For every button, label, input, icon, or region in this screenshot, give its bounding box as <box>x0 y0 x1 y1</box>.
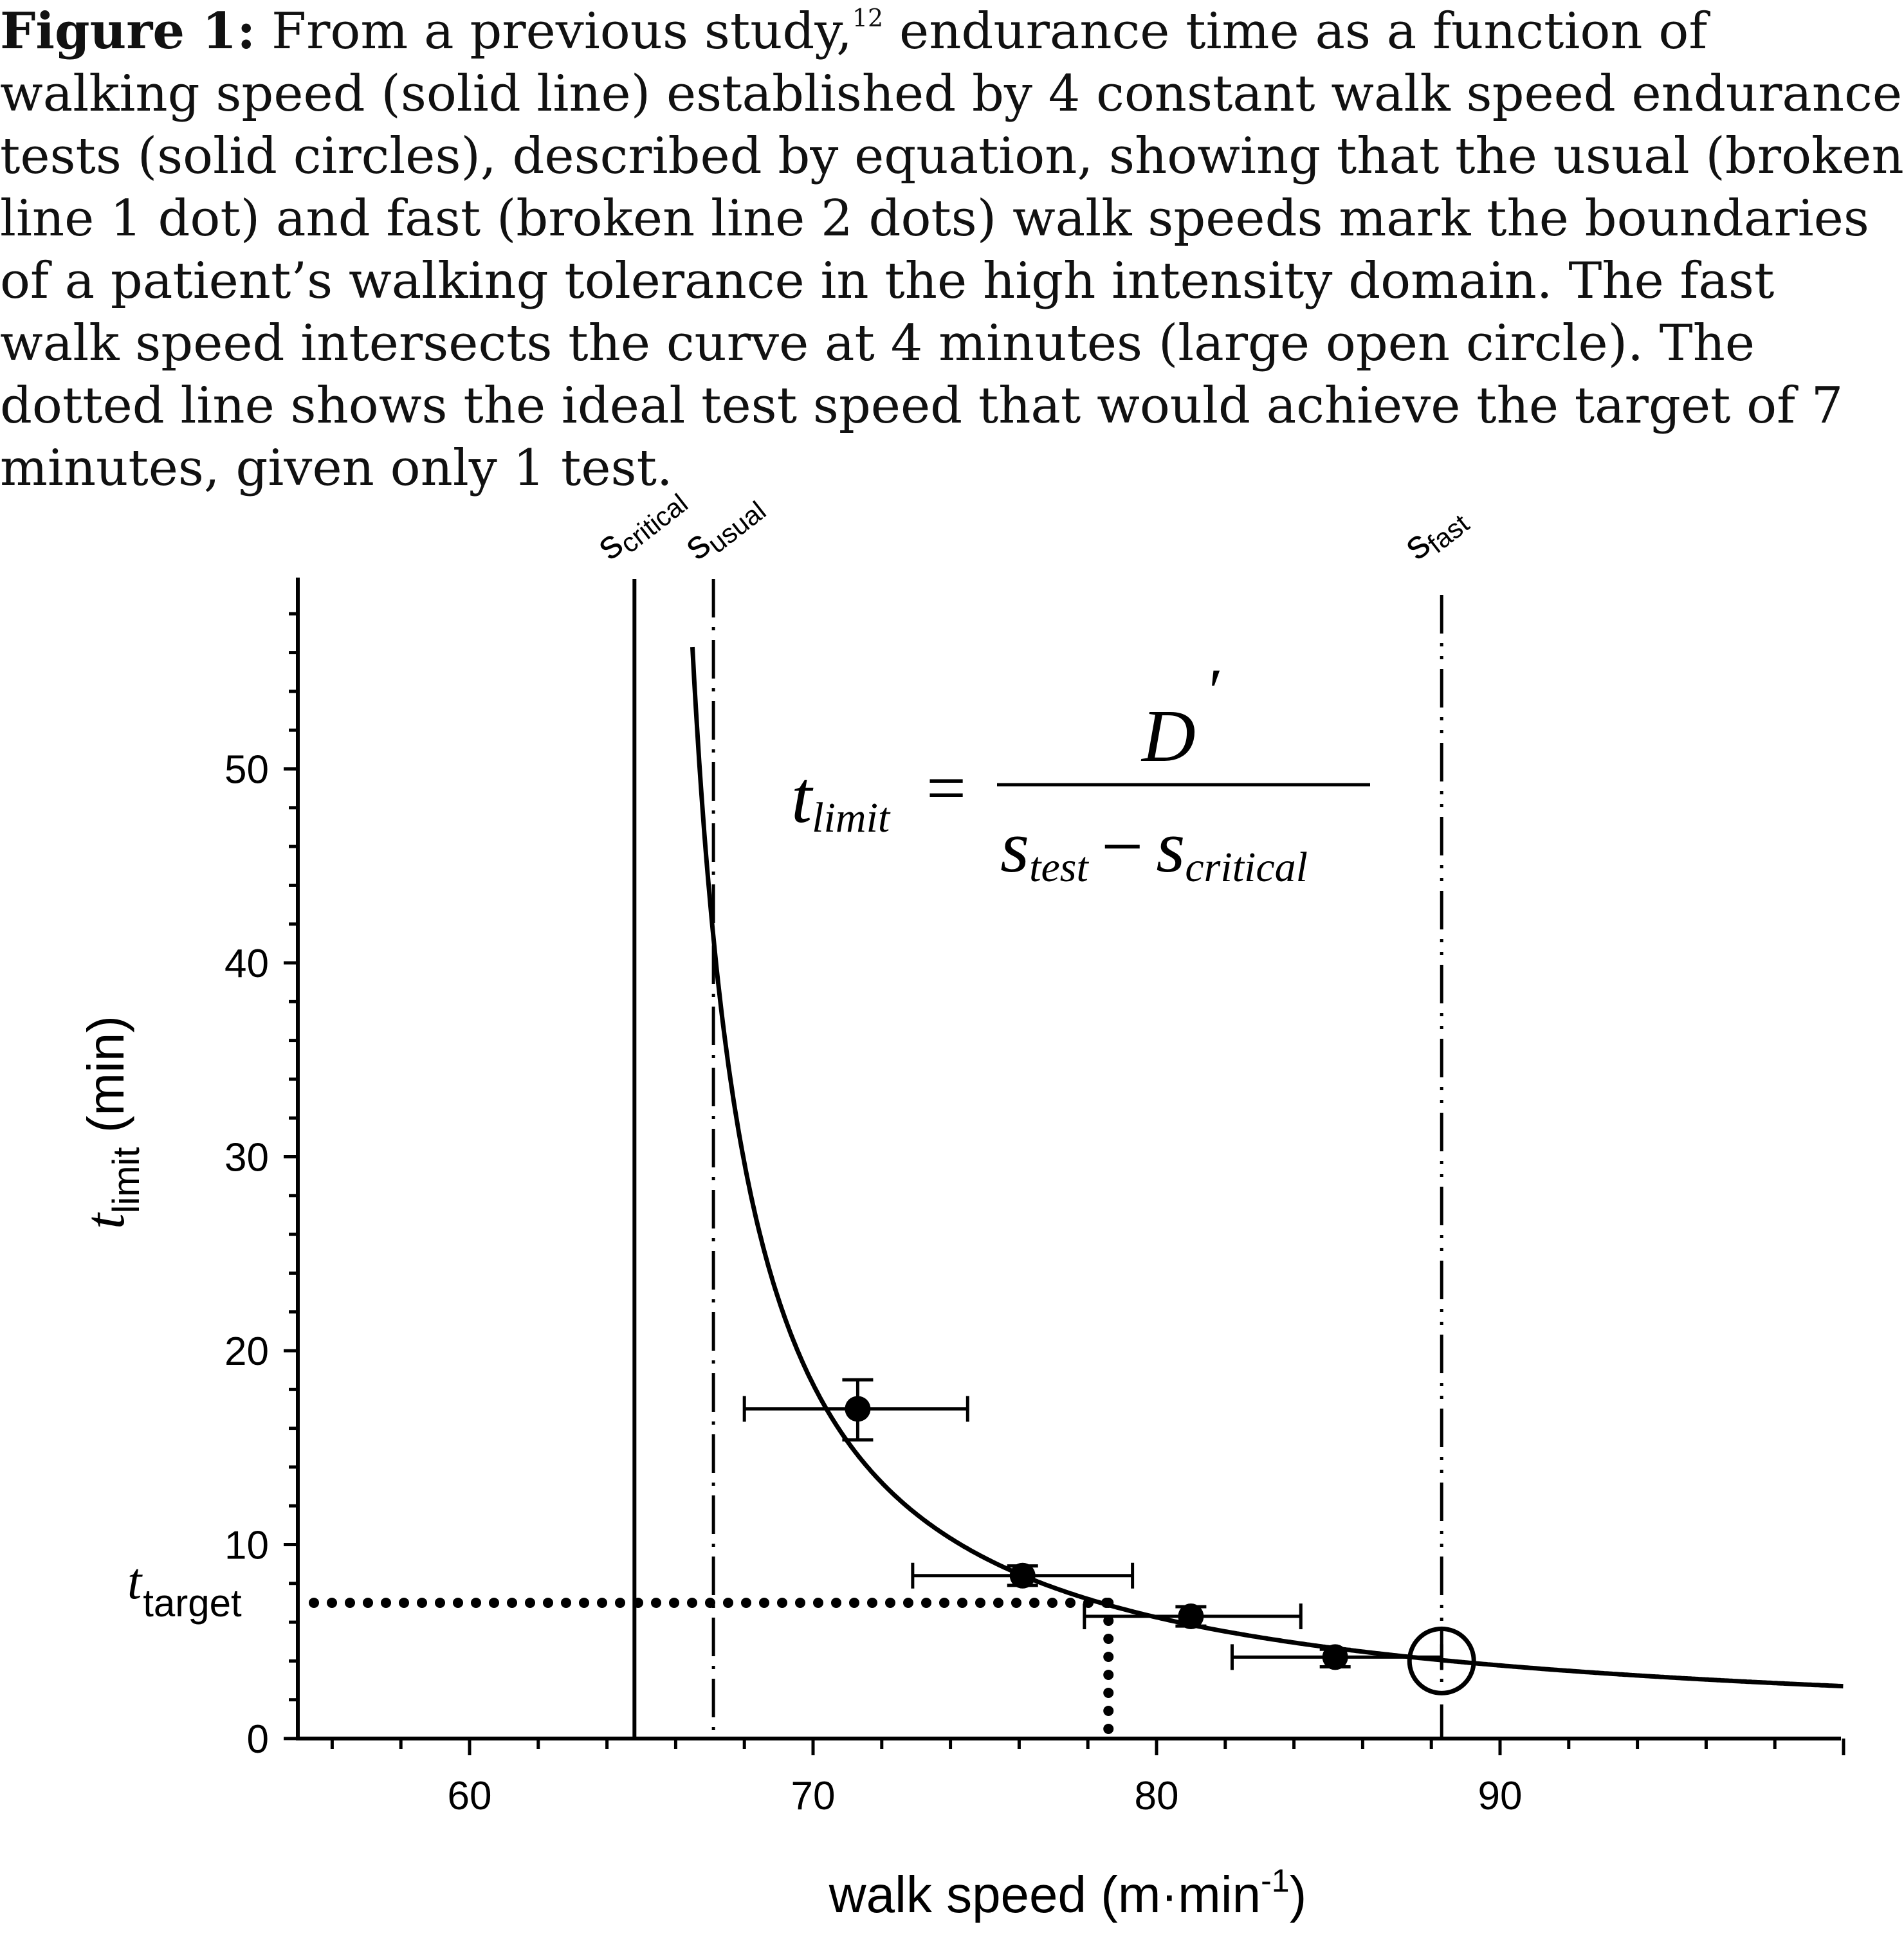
test-point <box>1009 1562 1036 1589</box>
y-tick-label: 50 <box>224 748 269 792</box>
y-axis-title: tlimit (min) <box>74 1016 147 1229</box>
test-point <box>845 1396 871 1422</box>
fast-intersection-circle <box>1407 1626 1476 1695</box>
test-points <box>742 1378 1443 1670</box>
equation-den-sub1: test <box>1029 844 1089 891</box>
equation-prime: ′ <box>1205 655 1220 727</box>
equation-minus: − <box>1101 806 1143 888</box>
equation-denominator: stest − scritical <box>1000 806 1308 891</box>
y-tick-label: 0 <box>247 1717 269 1762</box>
y-tick-label: 10 <box>224 1524 269 1568</box>
test-point-group <box>1083 1603 1303 1630</box>
x-axis-title-end: ) <box>1290 1866 1307 1923</box>
caption-text-2: endurance time as a function of walking … <box>0 3 1904 497</box>
caption-label: Figure 1: <box>0 2 256 60</box>
equation-lhs-t: t <box>791 756 814 839</box>
y-axis-title-sub: limit <box>105 1147 147 1213</box>
x-axis-ticks: 60 70 80 90 <box>330 1739 1845 1818</box>
target-label-sub: target <box>143 1582 242 1625</box>
figure-caption: Figure 1: From a previous study,12 endur… <box>0 0 1904 500</box>
fast-label: sfast <box>1395 495 1475 571</box>
equation-den-s1: s <box>1000 806 1029 888</box>
x-tick-label: 70 <box>791 1774 836 1818</box>
y-axis-title-t: t <box>74 1212 136 1229</box>
y-axis-ticks: 0 10 20 30 40 50 <box>224 612 298 1762</box>
target-label: ttarget <box>127 1553 242 1625</box>
critical-label-sub: critical <box>614 488 693 559</box>
equation-den-s2: s <box>1156 806 1185 888</box>
x-tick-label: 80 <box>1135 1774 1179 1818</box>
equation-lhs-sub: limit <box>812 794 891 841</box>
test-point <box>1322 1644 1348 1670</box>
equation-lhs: tlimit <box>791 756 891 841</box>
critical-label: scritical <box>588 474 693 571</box>
usual-label-sub: usual <box>702 495 771 559</box>
y-tick-label: 40 <box>224 942 269 986</box>
x-axis-title-sup: -1 <box>1261 1863 1289 1899</box>
endurance-curve <box>690 646 1844 1689</box>
equation-equals: = <box>926 749 966 827</box>
equation-numerator: D <box>1140 695 1196 778</box>
test-point-group <box>1230 1644 1443 1670</box>
x-tick-label: 90 <box>1478 1774 1523 1818</box>
caption-text-1: From a previous study, <box>255 3 852 60</box>
y-axis-title-rest: (min) <box>77 1016 134 1147</box>
target-label-t: t <box>127 1553 143 1610</box>
y-tick-label: 30 <box>224 1136 269 1180</box>
test-point-group <box>911 1562 1135 1589</box>
equation-den-sub2: critical <box>1185 844 1308 891</box>
x-tick-label: 60 <box>448 1774 492 1818</box>
usual-label: susual <box>675 482 771 571</box>
y-tick-label: 20 <box>224 1329 269 1374</box>
test-point-group <box>742 1378 969 1442</box>
test-point <box>1178 1603 1204 1630</box>
caption-reference: 12 <box>852 4 884 32</box>
x-axis-title: walk speed (m·min-1) <box>828 1863 1306 1923</box>
x-axis-title-main: walk speed (m·min <box>828 1866 1261 1923</box>
